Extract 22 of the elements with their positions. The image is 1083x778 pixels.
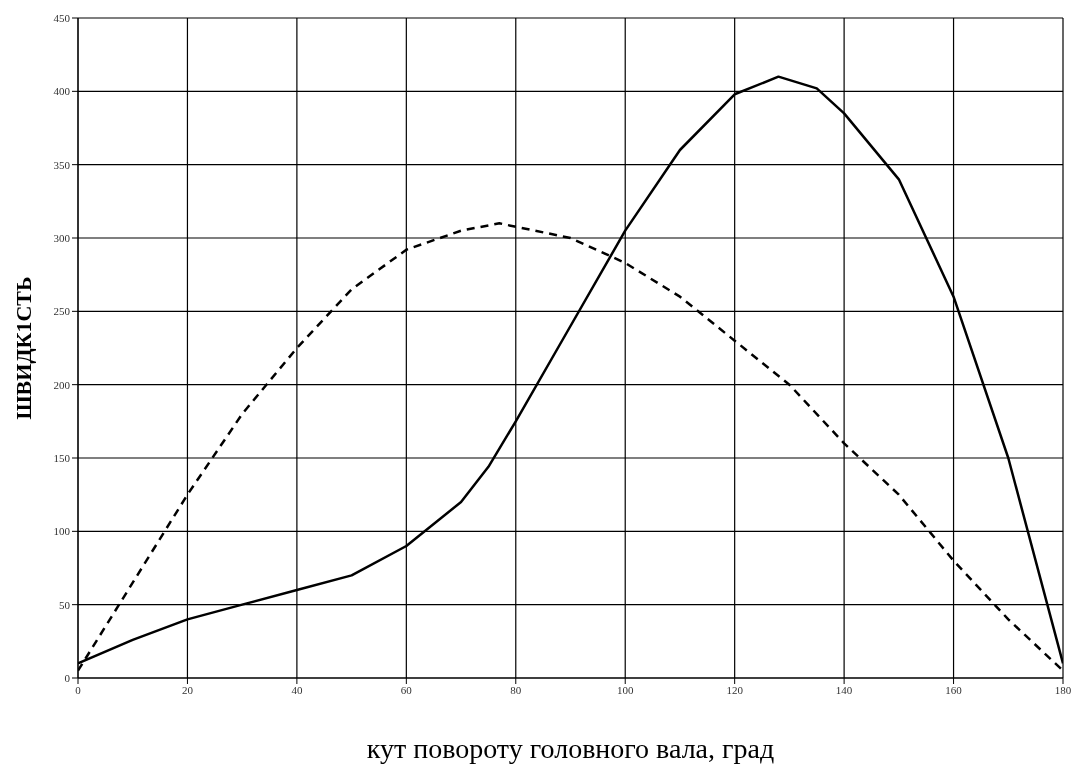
y-tick-label: 150 — [53, 451, 71, 464]
y-tick-label: 450 — [53, 11, 71, 24]
x-tick-label: 100 — [616, 683, 634, 696]
x-tick-label: 140 — [835, 683, 853, 696]
y-tick-label: 350 — [53, 158, 71, 171]
x-tick-label: 0 — [75, 683, 82, 696]
x-tick-label: 160 — [945, 683, 963, 696]
x-tick-label: 40 — [291, 683, 303, 696]
x-tick-label: 180 — [1054, 683, 1072, 696]
y-axis-title: ШВИДК1СТЬ — [10, 276, 36, 420]
y-tick-label: 50 — [59, 598, 71, 611]
y-tick-label: 250 — [53, 305, 71, 318]
x-axis-title: кут повороту головного вала, град — [366, 733, 775, 764]
y-tick-label: 300 — [53, 231, 71, 244]
y-tick-label: 400 — [53, 85, 71, 98]
y-tick-label: 0 — [64, 671, 71, 684]
x-tick-label: 60 — [400, 683, 413, 696]
y-tick-label: 100 — [53, 525, 71, 538]
y-tick-label: 200 — [53, 378, 71, 391]
x-tick-label: 120 — [726, 683, 744, 696]
x-tick-label: 80 — [510, 683, 522, 696]
x-tick-label: 20 — [181, 683, 194, 696]
